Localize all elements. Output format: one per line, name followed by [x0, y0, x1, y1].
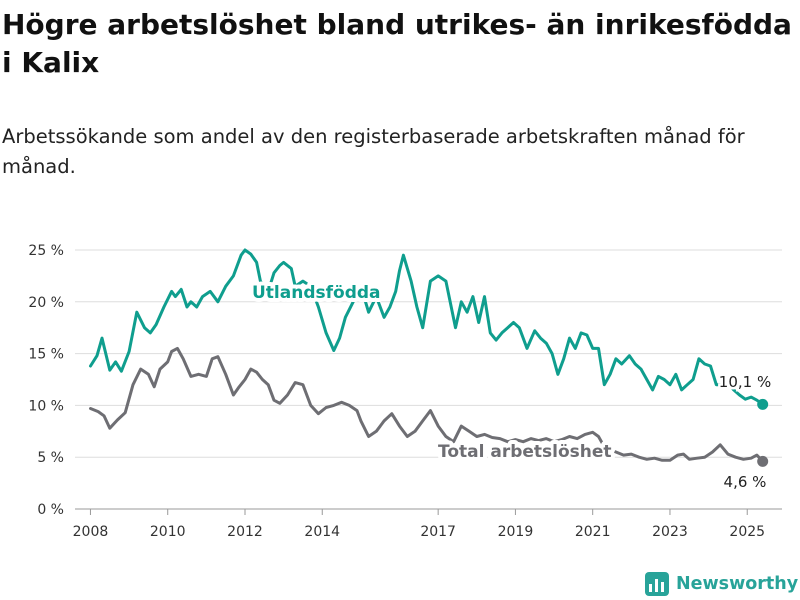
y-tick-label: 10 %	[28, 398, 64, 414]
x-tick-label: 2021	[575, 524, 611, 540]
y-tick-label: 25 %	[28, 243, 64, 259]
series-label-utlandsfodda: Utlandsfödda	[252, 283, 381, 303]
x-tick-label: 2008	[73, 524, 109, 540]
series-line-utlandsfodda	[89, 248, 765, 406]
end-label-utlandsfodda: 10,1 %	[719, 373, 771, 391]
line-chart: 0 %5 %10 %15 %20 %25 % 2008 2010 2012 2014 2…	[28, 243, 782, 540]
chart-title: Högre arbetslöshet bland utrikes- än inr…	[2, 8, 792, 79]
x-tick-label: 2019	[498, 524, 534, 540]
x-tick-label: 2010	[150, 524, 186, 540]
series-lines	[89, 248, 769, 467]
x-tick-label: 2014	[304, 524, 340, 540]
y-tick-label: 15 %	[28, 347, 64, 363]
brand-name: Newsworthy	[676, 574, 799, 594]
series-label-total: Total arbetslöshet	[438, 442, 612, 462]
series-line-total-arbetsloshet	[89, 346, 765, 463]
series-labels: Utlandsfödda Total arbetslöshet 10,1 % 4,6 …	[248, 279, 774, 494]
chart-subtitle: Arbetssökande som andel av den registerb…	[2, 125, 745, 178]
x-axis: 2008 2010 2012 2014 2017 2019 2021 2023 2025	[73, 509, 765, 540]
end-point-total-arbetsloshet	[757, 455, 769, 467]
y-axis: 0 % 5 % 10 % 15 % 20 % 25 %	[28, 243, 64, 518]
bar-chart-icon	[645, 572, 669, 596]
x-tick-label: 2012	[227, 524, 263, 540]
y-tick-label: 0 %	[37, 502, 64, 518]
brand-logo[interactable]: Newsworthy	[645, 570, 798, 598]
x-tick-label: 2023	[652, 524, 688, 540]
end-point-utlandsfodda	[757, 398, 769, 410]
y-tick-label: 5 %	[37, 450, 64, 466]
y-tick-label: 20 %	[28, 295, 64, 311]
x-tick-label: 2025	[729, 524, 765, 540]
end-label-total: 4,6 %	[724, 473, 767, 491]
x-tick-label: 2017	[420, 524, 456, 540]
